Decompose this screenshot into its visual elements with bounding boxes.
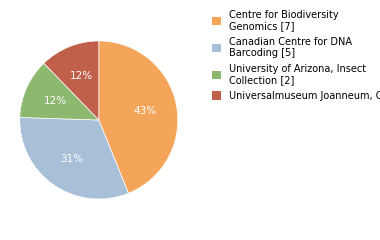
Wedge shape bbox=[20, 63, 99, 120]
Text: 31%: 31% bbox=[60, 154, 83, 164]
Legend: Centre for Biodiversity
Genomics [7], Canadian Centre for DNA
Barcoding [5], Uni: Centre for Biodiversity Genomics [7], Ca… bbox=[212, 10, 380, 101]
Text: 43%: 43% bbox=[134, 106, 157, 116]
Wedge shape bbox=[20, 117, 128, 199]
Wedge shape bbox=[44, 41, 99, 120]
Text: 12%: 12% bbox=[44, 96, 67, 106]
Text: 12%: 12% bbox=[70, 71, 93, 81]
Wedge shape bbox=[99, 41, 178, 193]
